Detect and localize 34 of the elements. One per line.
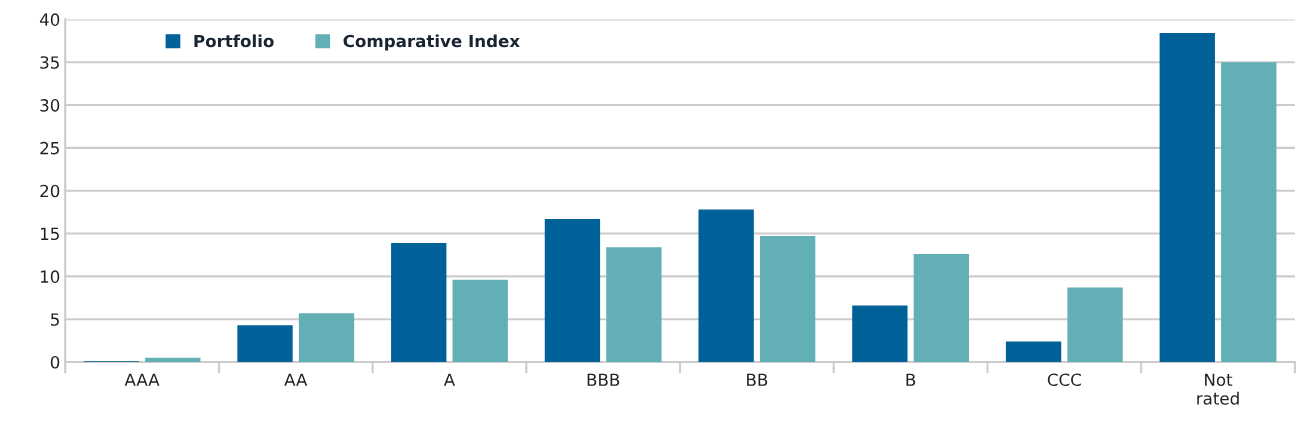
bar — [298, 313, 355, 363]
x-tick-label: B — [906, 373, 916, 386]
x-tick-label: AAA — [124, 373, 160, 386]
bar — [1005, 341, 1062, 363]
y-tick-label: 35 — [40, 56, 59, 69]
y-tick-label: 10 — [40, 270, 60, 283]
y-tick-label: 0 — [50, 356, 60, 369]
bar — [145, 357, 201, 363]
bar — [452, 279, 508, 363]
bar — [852, 305, 908, 363]
y-tick-label: 25 — [40, 141, 59, 155]
legend-label: Comparative Index — [343, 34, 520, 51]
bar — [698, 209, 754, 363]
bar — [1067, 287, 1123, 363]
x-tick-label: BB — [747, 373, 768, 386]
x-tick-label: AA — [284, 373, 308, 386]
legend-label: Portfolio — [194, 34, 274, 48]
y-tick-label: 40 — [39, 13, 60, 26]
x-tick-label: CCC — [1047, 373, 1081, 387]
y-tick-label: 15 — [40, 227, 59, 241]
bar — [606, 247, 662, 363]
y-tick-label: 30 — [40, 99, 60, 112]
bar — [544, 218, 601, 363]
y-tick-label: 5 — [51, 313, 59, 326]
bar — [1159, 33, 1215, 363]
bar — [913, 254, 970, 363]
bar — [759, 236, 816, 363]
bar — [237, 325, 293, 363]
bar — [1221, 62, 1277, 363]
x-tick-label: BBB — [587, 373, 620, 386]
x-tick-label: Not rated — [1197, 373, 1239, 405]
bar — [391, 242, 447, 363]
x-tick-label: A — [443, 373, 456, 386]
y-tick-label: 20 — [40, 184, 60, 198]
